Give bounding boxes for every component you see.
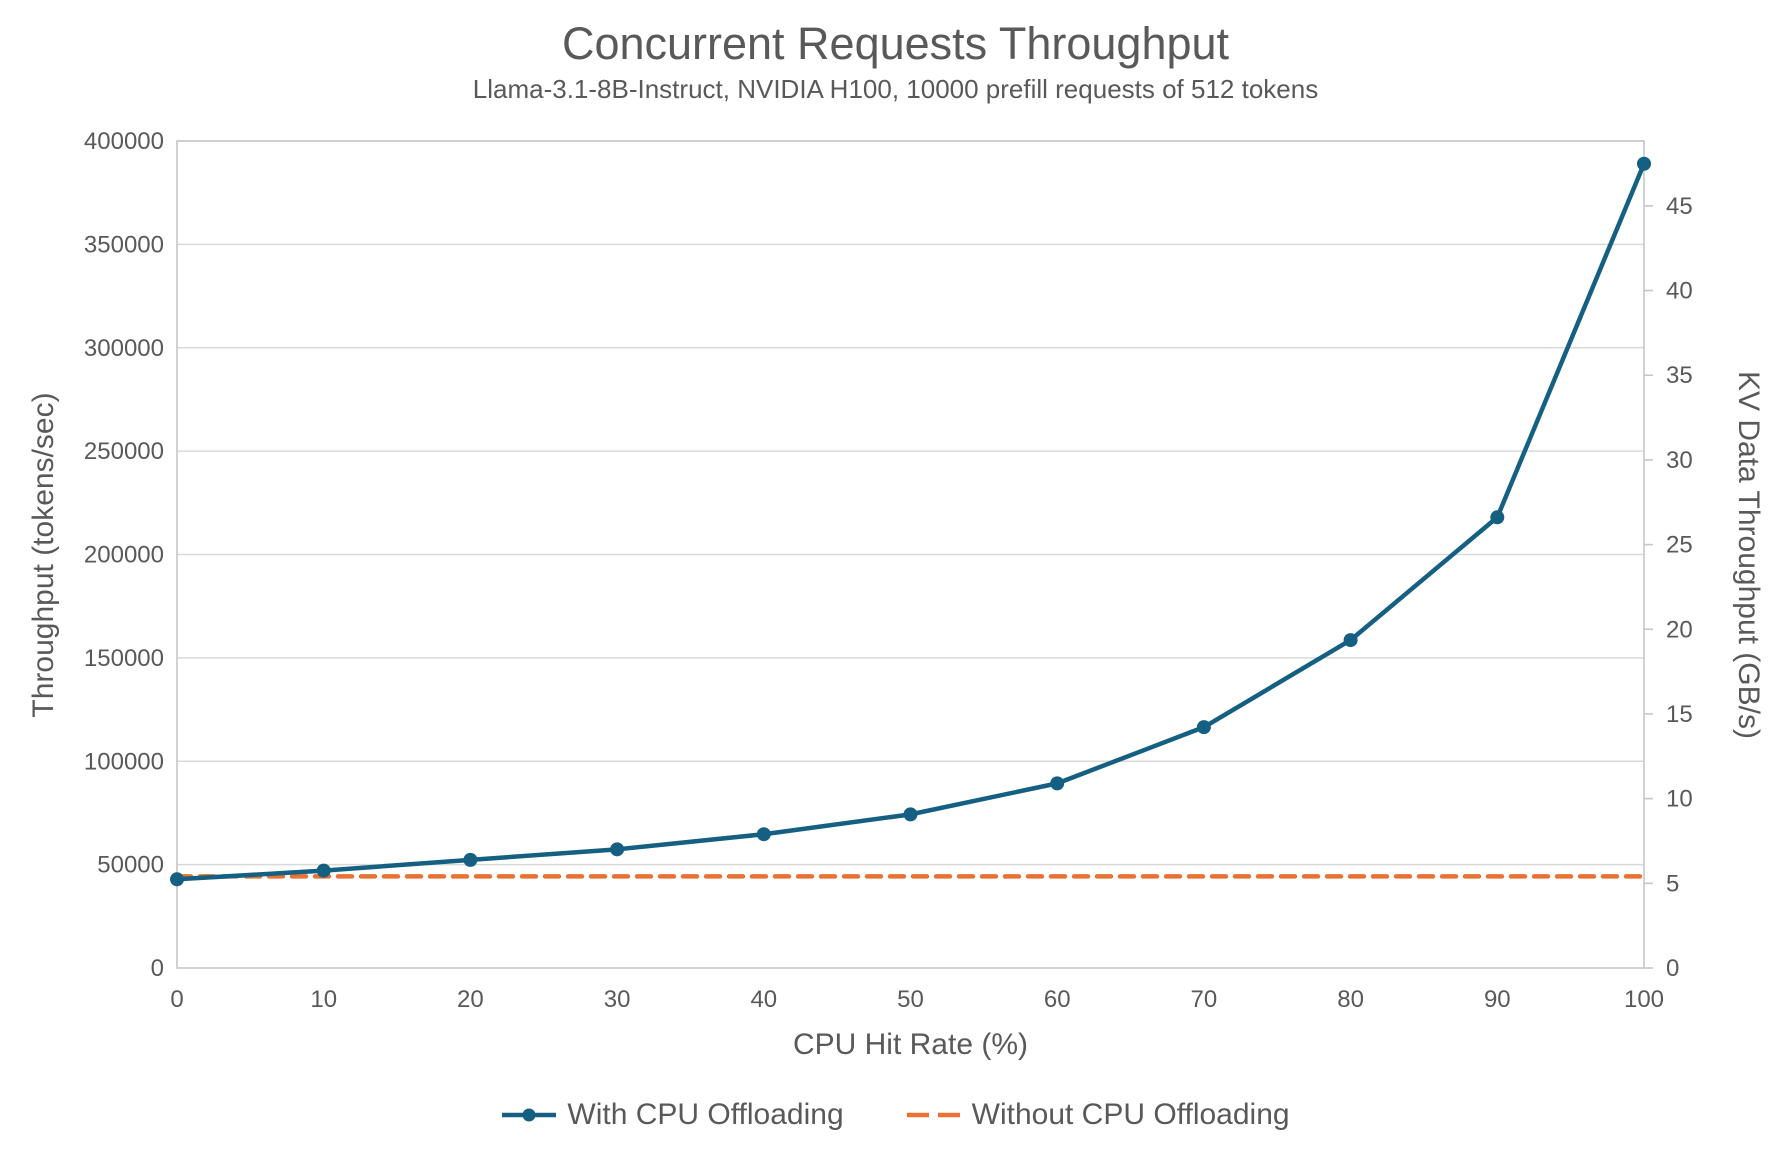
axis-frame	[176, 140, 1645, 969]
x-tick-label: 50	[897, 986, 924, 1013]
line-marker-swatch-icon	[502, 1108, 557, 1122]
x-tick-label: 90	[1484, 986, 1511, 1013]
x-tick-label: 60	[1044, 986, 1071, 1013]
y-axis-left-title: Throughput (tokens/sec)	[27, 392, 60, 718]
data-point-marker	[170, 872, 184, 887]
y-left-tick-label: 350000	[84, 231, 164, 258]
legend-label: With CPU Offloading	[567, 1098, 844, 1131]
y-axis-right-title: KV Data Throughput (GB/s)	[1732, 371, 1765, 739]
legend-item-without-offloading: Without CPU Offloading	[906, 1098, 1290, 1132]
y-right-tick-label: 30	[1666, 447, 1693, 474]
x-tick-label: 0	[170, 986, 183, 1013]
data-point-marker	[316, 863, 331, 878]
y-right-tick-label: 0	[1666, 955, 1679, 982]
data-point-marker	[610, 842, 625, 857]
data-point-marker	[1343, 633, 1358, 648]
data-point-marker	[1050, 776, 1065, 791]
y-right-tick-label: 5	[1666, 870, 1679, 897]
chart-title: Concurrent Requests Throughput	[561, 18, 1230, 69]
x-tick-label: 10	[310, 986, 337, 1013]
y-right-tick-label: 10	[1666, 786, 1693, 813]
legend-label: Without CPU Offloading	[971, 1098, 1290, 1131]
y-right-tick-label: 35	[1666, 362, 1693, 389]
y-left-tick-label: 100000	[84, 748, 164, 775]
y-right-tick-label: 15	[1666, 701, 1693, 728]
x-tick-label: 70	[1191, 986, 1218, 1013]
y-left-tick-label: 50000	[97, 852, 164, 879]
y-left-tick-label: 150000	[84, 645, 164, 672]
y-left-tick-label: 400000	[84, 128, 164, 155]
y-left-tick-label: 300000	[84, 335, 164, 362]
series-line-with-offloading	[174, 161, 1647, 882]
y-right-tick-label: 20	[1666, 616, 1693, 643]
x-axis-title: CPU Hit Rate (%)	[792, 1028, 1029, 1061]
y-right-tick-label: 25	[1666, 532, 1693, 559]
x-tick-label: 100	[1624, 986, 1664, 1013]
data-point-marker	[903, 807, 918, 822]
x-tick-label: 20	[457, 986, 484, 1013]
x-tick-label: 80	[1337, 986, 1364, 1013]
data-point-marker	[463, 852, 478, 867]
legend-item-with-offloading: With CPU Offloading	[501, 1098, 844, 1132]
data-point-marker	[1490, 510, 1505, 525]
y-left-tick-label: 0	[151, 955, 164, 982]
data-point-marker	[1196, 720, 1211, 735]
data-point-marker	[1637, 156, 1651, 171]
x-tick-label: 40	[750, 986, 777, 1013]
y-left-tick-label: 250000	[84, 438, 164, 465]
data-point-marker	[756, 827, 771, 842]
y-right-tick-label: 45	[1666, 193, 1693, 220]
chart-subtitle: Llama-3.1-8B-Instruct, NVIDIA H100, 1000…	[472, 74, 1319, 104]
dashed-line-swatch-icon	[906, 1112, 961, 1118]
x-tick-label: 30	[604, 986, 631, 1013]
y-left-tick-label: 200000	[84, 542, 164, 569]
chart-legend: With CPU Offloading Without CPU Offloadi…	[0, 1098, 1791, 1132]
y-right-tick-label: 40	[1666, 278, 1693, 305]
